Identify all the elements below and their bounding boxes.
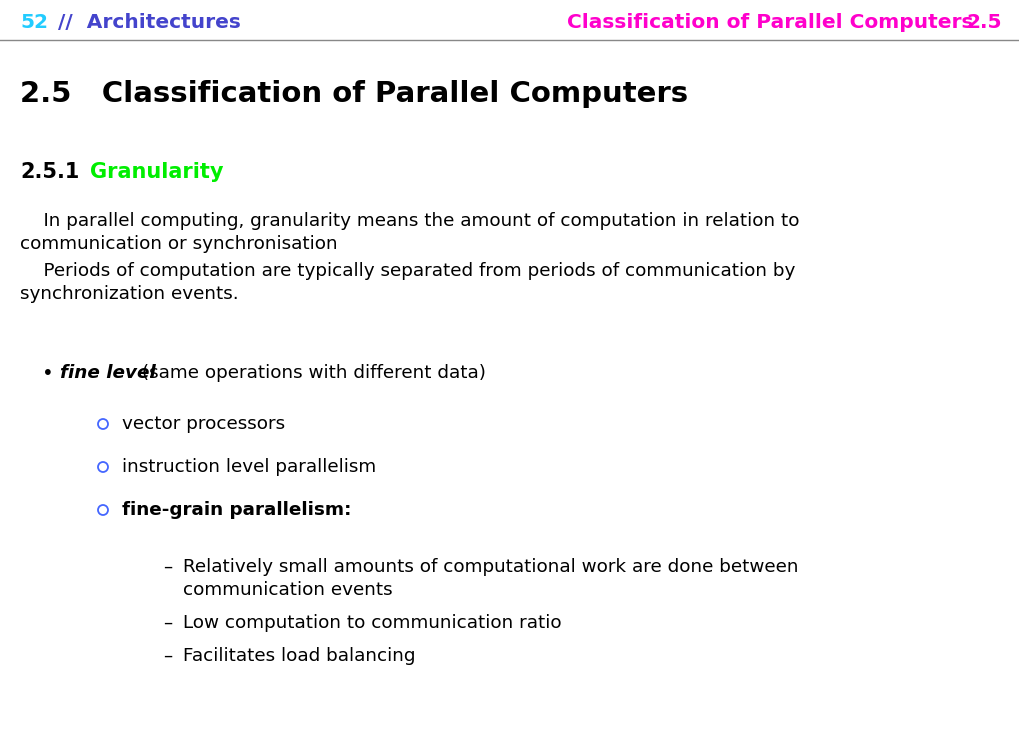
Text: 52: 52 bbox=[20, 13, 48, 31]
Text: –: – bbox=[163, 614, 172, 632]
Text: Relatively small amounts of computational work are done between: Relatively small amounts of computationa… bbox=[182, 558, 798, 576]
Text: fine-grain parallelism:: fine-grain parallelism: bbox=[122, 501, 351, 519]
Text: communication events: communication events bbox=[182, 581, 392, 599]
Text: instruction level parallelism: instruction level parallelism bbox=[122, 458, 376, 476]
Text: Periods of computation are typically separated from periods of communication by: Periods of computation are typically sep… bbox=[20, 262, 795, 280]
Text: (same operations with different data): (same operations with different data) bbox=[136, 364, 485, 382]
Text: vector processors: vector processors bbox=[122, 415, 285, 433]
Text: Classification of Parallel Computers: Classification of Parallel Computers bbox=[560, 13, 973, 31]
Text: 2.5.1: 2.5.1 bbox=[20, 162, 79, 182]
Text: In parallel computing, granularity means the amount of computation in relation t: In parallel computing, granularity means… bbox=[20, 212, 799, 230]
Text: 2.5   Classification of Parallel Computers: 2.5 Classification of Parallel Computers bbox=[20, 80, 688, 108]
Text: Granularity: Granularity bbox=[90, 162, 223, 182]
Text: –: – bbox=[163, 647, 172, 665]
Text: communication or synchronisation: communication or synchronisation bbox=[20, 235, 337, 253]
Text: –: – bbox=[163, 558, 172, 576]
Text: Facilitates load balancing: Facilitates load balancing bbox=[182, 647, 415, 665]
Text: Low computation to communication ratio: Low computation to communication ratio bbox=[182, 614, 561, 632]
Text: synchronization events.: synchronization events. bbox=[20, 285, 238, 303]
Text: 2.5: 2.5 bbox=[966, 13, 1001, 31]
Text: fine level: fine level bbox=[60, 364, 156, 382]
Text: //  Architectures: // Architectures bbox=[44, 13, 240, 31]
Text: •: • bbox=[42, 364, 54, 383]
